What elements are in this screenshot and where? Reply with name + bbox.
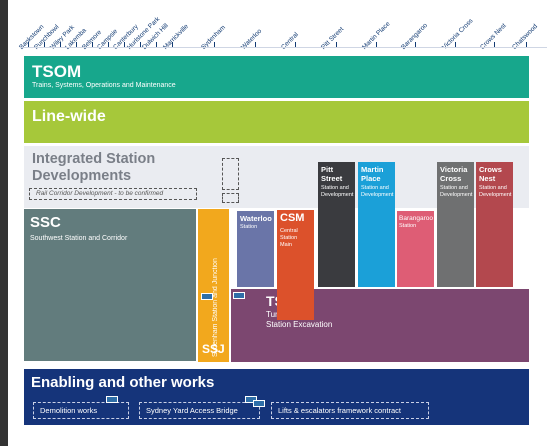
work-site-icon <box>253 400 265 407</box>
waterloo-subtitle: Station <box>240 224 258 230</box>
ssc-subtitle: Southwest Station and Corridor <box>30 235 128 242</box>
crows-nest-block: Crows Nest Station and Development <box>476 162 513 287</box>
ssj-title: SSJ <box>202 342 225 356</box>
left-edge-strip <box>0 0 8 446</box>
tse-block: TSE Tunnels and Station Excavation <box>231 289 529 362</box>
dashed-placeholder-box <box>222 158 239 190</box>
station-tick <box>295 42 296 47</box>
dashed-placeholder-box <box>222 193 239 203</box>
enabling-title: Enabling and other works <box>31 374 215 391</box>
ssc-block: SSC Southwest Station and Corridor <box>24 209 196 361</box>
ssj-subtitle: Sydenham Station and Junction <box>212 258 219 357</box>
station-tick <box>76 42 77 47</box>
sydney-yard-access-bridge-item: Sydney Yard Access Bridge <box>139 402 260 419</box>
station-tick <box>455 42 456 47</box>
station-tick <box>156 42 157 47</box>
crows-nest-title: Crows Nest <box>479 165 502 183</box>
station-tick <box>124 42 125 47</box>
victoria-cross-title: Victoria Cross <box>440 165 468 183</box>
station-tick <box>336 42 337 47</box>
station-tick <box>28 42 29 47</box>
martin-place-block: Martin Place Station and Development <box>358 162 395 287</box>
waterloo-block: Waterloo Station <box>237 211 274 287</box>
station-axis-line <box>20 47 547 48</box>
barangaroo-block: Barangaroo Station <box>397 211 434 287</box>
station-tick <box>140 42 141 47</box>
rail-corridor-development-box: Rail Corridor Development - to be confir… <box>29 188 197 200</box>
work-site-icon <box>106 396 118 403</box>
victoria-cross-block: Victoria Cross Station and Development <box>437 162 474 287</box>
work-site-icon <box>233 292 245 299</box>
station-tick <box>214 42 215 47</box>
crows-nest-subtitle: Station and Development <box>479 185 512 198</box>
station-tick <box>415 42 416 47</box>
martin-place-title: Martin Place <box>361 165 384 183</box>
ssc-title: SSC <box>30 214 61 231</box>
pitt-street-block: Pitt Street Station and Development <box>318 162 355 287</box>
waterloo-title: Waterloo <box>240 214 272 223</box>
station-tick <box>60 42 61 47</box>
station-tick <box>494 42 495 47</box>
csm-title: CSM <box>280 212 305 224</box>
tsom-band: TSOM Trains, Systems, Operations and Mai… <box>24 56 529 98</box>
station-label-victoria-cross: Victoria Cross <box>441 17 475 52</box>
pitt-street-title: Pitt Street <box>321 165 343 183</box>
linewide-title: Line-wide <box>32 108 106 125</box>
station-tick <box>44 42 45 47</box>
station-tick <box>108 42 109 47</box>
tsom-title: TSOM <box>32 62 82 81</box>
station-label-central: Central <box>280 31 300 51</box>
csm-subtitle: Central Station Main <box>280 228 298 248</box>
work-site-icon <box>201 293 213 300</box>
station-tick <box>526 42 527 47</box>
station-tick <box>172 42 173 47</box>
station-tick <box>92 42 93 47</box>
lifts-escalators-contract-item: Lifts & escalators framework contract <box>271 402 429 419</box>
work-site-icon <box>245 396 257 403</box>
isd-title: Integrated Station Developments <box>32 151 156 184</box>
martin-place-subtitle: Station and Development <box>361 185 394 198</box>
tsom-subtitle: Trains, Systems, Operations and Maintena… <box>32 82 176 89</box>
pitt-street-subtitle: Station and Development <box>321 185 354 198</box>
demolition-works-item: Demolition works <box>33 402 129 419</box>
station-tick <box>255 42 256 47</box>
victoria-cross-subtitle: Station and Development <box>440 185 473 198</box>
station-tick <box>376 42 377 47</box>
barangaroo-title: Barangaroo <box>399 215 433 222</box>
barangaroo-subtitle: Station <box>399 223 417 229</box>
ssj-block: Sydenham Station and Junction SSJ <box>198 209 229 362</box>
linewide-band: Line-wide <box>24 101 529 143</box>
csm-block: CSM Central Station Main <box>277 210 314 320</box>
